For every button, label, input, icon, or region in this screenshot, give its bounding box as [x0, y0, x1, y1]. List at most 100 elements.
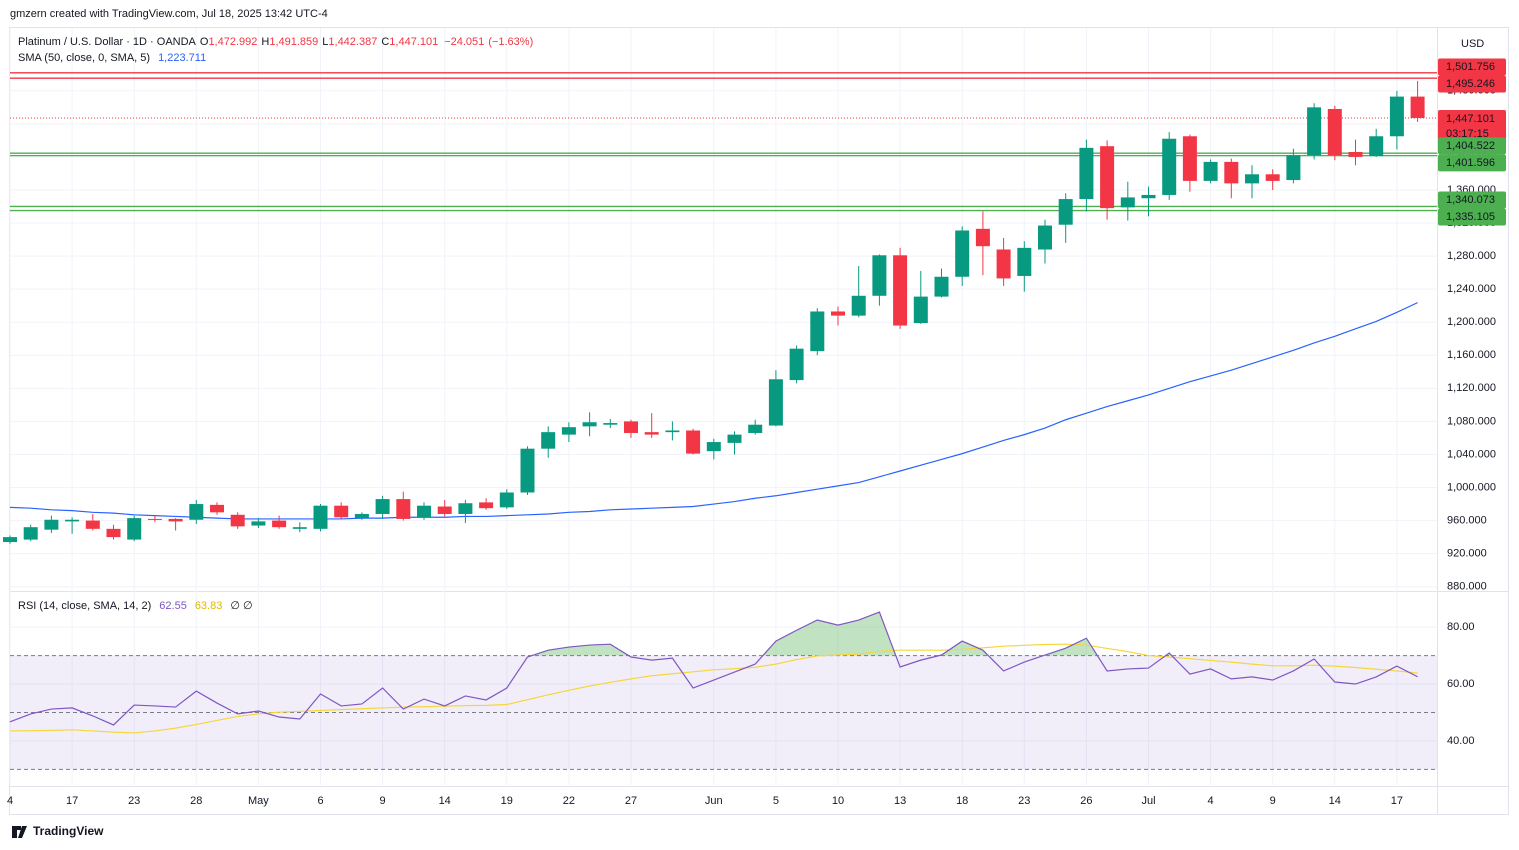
y-tick-label: 1,200.000	[1447, 316, 1496, 328]
candle-body	[1307, 107, 1322, 156]
price-tag-label: 1,501.756	[1446, 61, 1495, 73]
x-tick-label: 14	[1329, 795, 1341, 807]
candle-body	[1224, 161, 1239, 184]
candle-body	[789, 348, 804, 381]
x-tick-label: 19	[501, 795, 513, 807]
rsi-extra: ∅ ∅	[230, 600, 252, 612]
candle-body	[417, 505, 431, 518]
candle-body	[1369, 136, 1384, 157]
legend-o: O	[200, 36, 209, 48]
y-tick-label: 1,040.000	[1447, 448, 1496, 460]
candle-body	[65, 519, 80, 522]
price-tag-label: 1,447.101	[1446, 113, 1495, 125]
rsi-tick-label: 80.00	[1447, 621, 1475, 633]
candle-body	[624, 421, 638, 433]
rsi-tick-label: 60.00	[1447, 678, 1475, 690]
candle-body	[955, 230, 970, 277]
candle-body	[479, 502, 494, 509]
price-tag	[1438, 58, 1506, 76]
x-tick-label: 26	[1080, 795, 1092, 807]
x-tick-label: 17	[1391, 795, 1403, 807]
candle-body	[375, 499, 390, 514]
candle-body	[1162, 138, 1177, 195]
candle-body	[686, 430, 701, 454]
legend-h: H	[261, 36, 269, 48]
candle-body	[396, 499, 411, 519]
rsi-ma-line	[9, 643, 1418, 734]
candle-body	[272, 520, 287, 528]
y-tick-label: 1,000.000	[1447, 481, 1496, 493]
x-tick-label: 27	[625, 795, 637, 807]
candle-body	[975, 228, 990, 247]
candle-body	[1245, 174, 1259, 184]
plot: 880.000 920.000 960.000 1,000.000 1,040.000 1…	[3, 28, 1506, 807]
candle-body	[810, 311, 825, 352]
y-tick-label: 1,280.000	[1447, 250, 1496, 262]
x-tick-label: 5	[773, 795, 779, 807]
candle-body	[1410, 96, 1425, 119]
candle-body	[1058, 199, 1073, 225]
candle-body	[292, 527, 307, 529]
candle-body	[561, 427, 576, 435]
price-tag-label: 1,495.246	[1446, 78, 1495, 90]
x-tick-label: 22	[563, 795, 575, 807]
candle-body	[1389, 96, 1404, 137]
currency[interactable]: USD	[1461, 38, 1484, 50]
candle-body	[706, 442, 721, 452]
candle-body	[644, 432, 659, 435]
price-tag	[1438, 75, 1506, 93]
legend-open: 1,472.992	[208, 36, 257, 48]
x-tick-label: 13	[894, 795, 906, 807]
candle-body	[1265, 174, 1280, 181]
candle-body	[1327, 108, 1342, 156]
price-tag	[1438, 208, 1506, 226]
candle-body	[354, 513, 369, 519]
legend-high: 1,491.859	[269, 36, 318, 48]
candle-body	[1141, 194, 1156, 199]
price-tag-label: 1,340.073	[1446, 194, 1495, 206]
x-tick-label: 17	[66, 795, 78, 807]
candle-body	[499, 492, 514, 508]
rsi-tick-label: 40.00	[1447, 735, 1475, 747]
footer-brand: TradingView	[33, 824, 104, 838]
candle-body	[1120, 197, 1135, 208]
candle-body	[230, 514, 245, 527]
candle-body	[1079, 147, 1094, 200]
x-tick-label: 28	[190, 795, 202, 807]
candle-body	[147, 518, 162, 520]
legend-low: 1,442.387	[328, 36, 377, 48]
price-tag-label: 1,401.596	[1446, 157, 1495, 169]
candle-body	[1182, 136, 1197, 181]
legend-title: Platinum / U.S. Dollar · 1D · OANDA	[18, 36, 197, 48]
legend-rsi: RSI (14, close, SMA, 14, 2) 62.55 63.83 ∅ ∅	[18, 600, 253, 612]
candle-body	[168, 518, 183, 522]
rsi-line	[9, 611, 1418, 726]
candle-body	[913, 296, 928, 324]
y-tick-label: 880.000	[1447, 581, 1487, 593]
x-tick-label: Jul	[1141, 795, 1155, 807]
x-tick-label: May	[248, 795, 269, 807]
y-tick-label: 920.000	[1447, 548, 1487, 560]
legend-close: 1,447.101	[389, 36, 438, 48]
price-tag	[1438, 191, 1506, 209]
sma-value: 1,223.711	[158, 52, 206, 64]
candle-body	[85, 520, 100, 529]
candle-body	[23, 527, 38, 540]
y-tick-label: 1,240.000	[1447, 283, 1496, 295]
legend-c: C	[381, 36, 389, 48]
candle-body	[582, 422, 597, 427]
candle-body	[872, 255, 887, 296]
candle-body	[996, 249, 1011, 279]
candle-body	[44, 519, 59, 530]
legend-main: Platinum / U.S. Dollar · 1D · OANDA O1,47…	[18, 36, 533, 48]
legend-sma: SMA (50, close, 0, SMA, 5) 1,223.711	[18, 52, 206, 64]
y-tick-label: 1,160.000	[1447, 349, 1496, 361]
credit: gmzern created with TradingView.com, Jul…	[10, 8, 328, 20]
candle-body	[520, 448, 535, 493]
candle-body	[831, 311, 845, 316]
candle-body	[3, 537, 17, 543]
candle-body	[1038, 225, 1052, 250]
candle-body	[748, 424, 763, 433]
candle-body	[210, 504, 224, 513]
x-tick-label: 9	[1270, 795, 1276, 807]
